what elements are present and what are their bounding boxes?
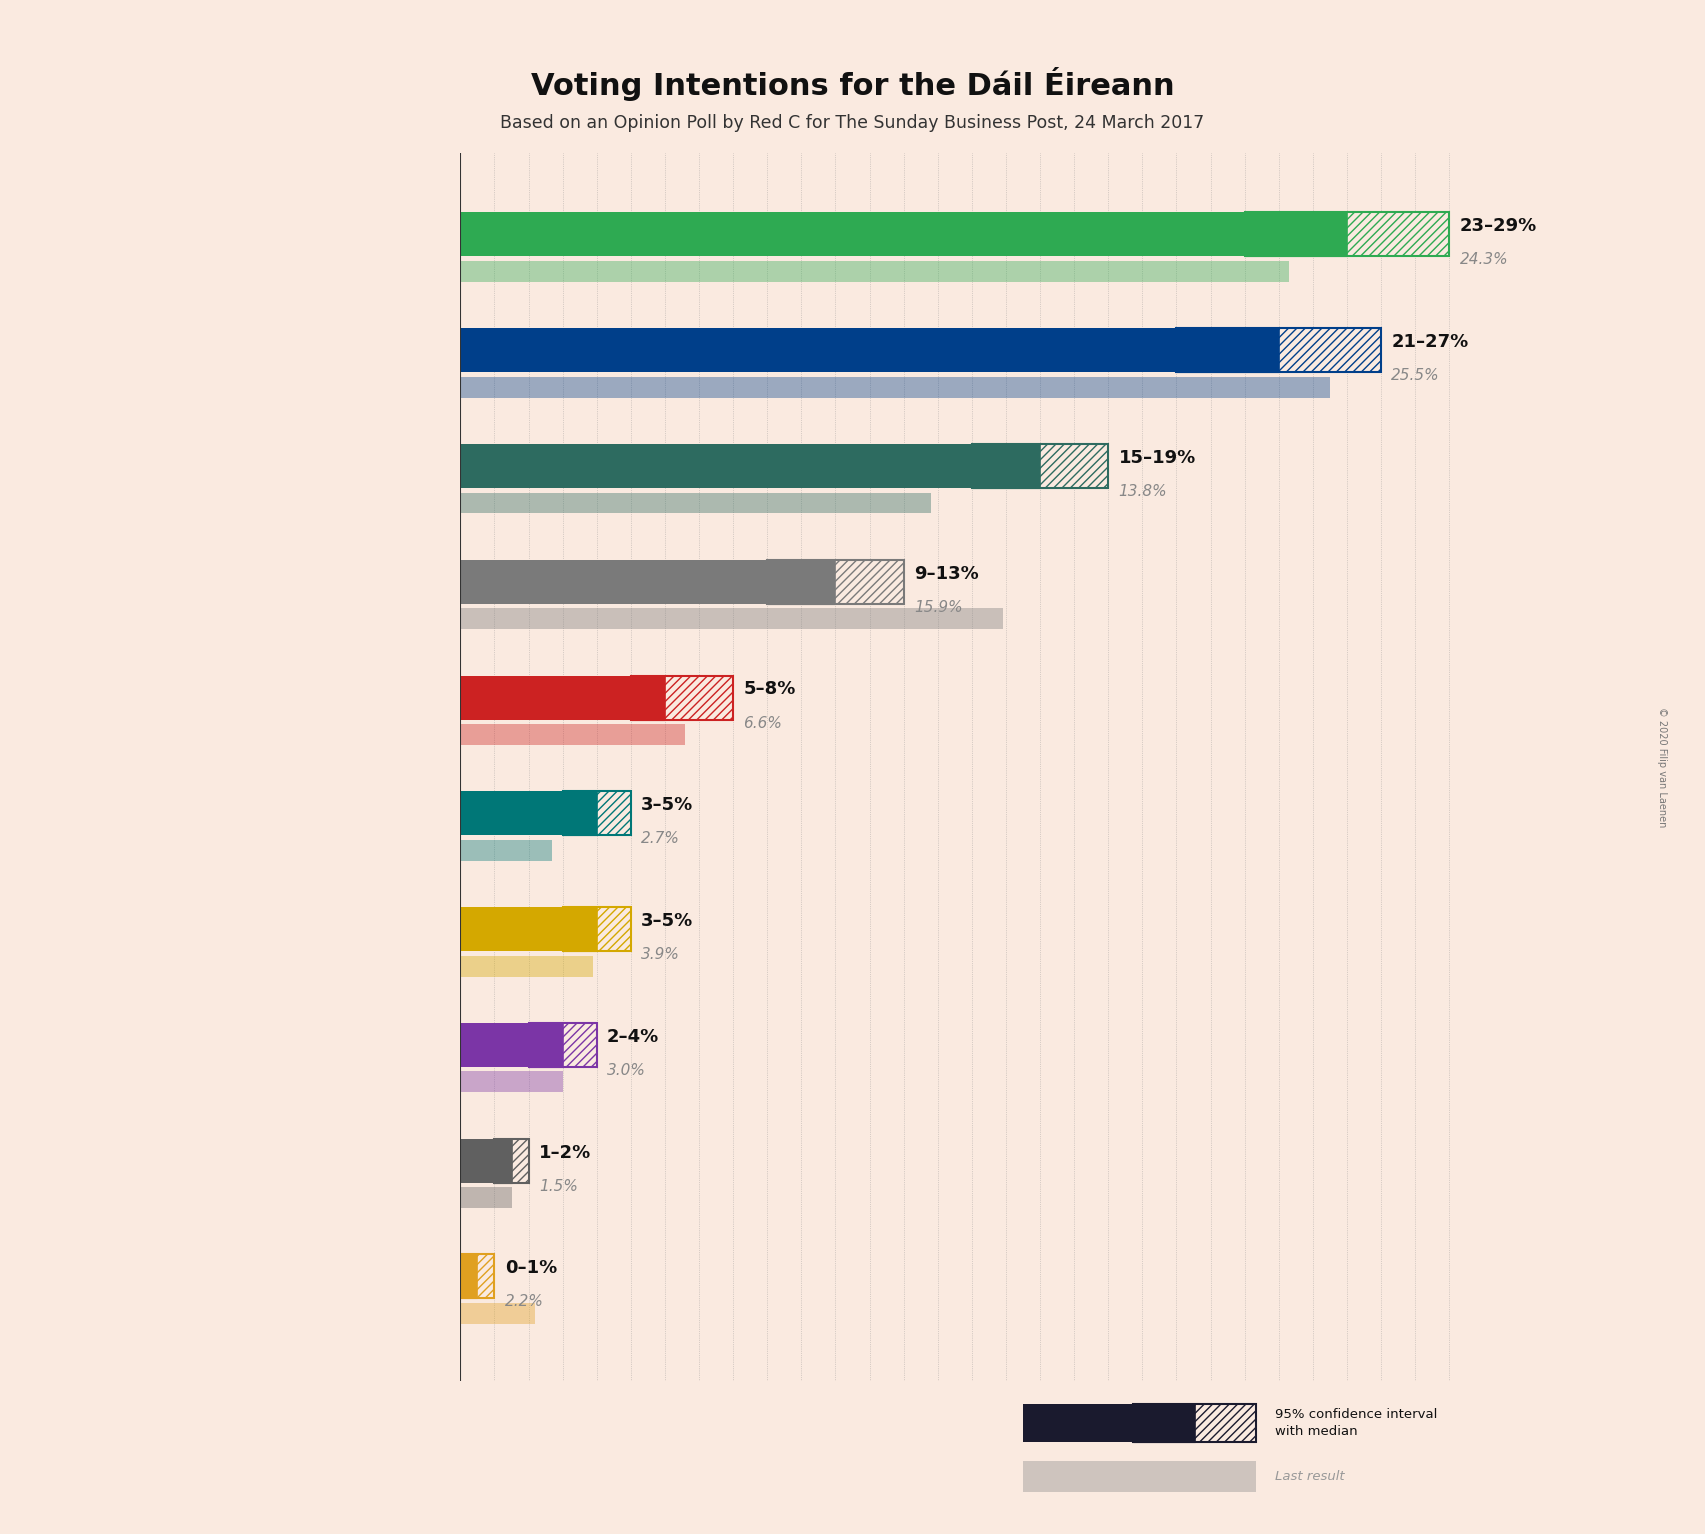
Bar xyxy=(460,212,1245,256)
Bar xyxy=(1176,328,1381,373)
Bar xyxy=(460,841,552,861)
Bar xyxy=(1176,328,1279,373)
Bar xyxy=(460,1255,477,1298)
Bar xyxy=(631,675,733,719)
Bar xyxy=(460,907,563,951)
Text: Last result: Last result xyxy=(1275,1470,1344,1483)
Bar xyxy=(972,443,1040,488)
Bar xyxy=(1195,1404,1257,1442)
Text: 3.9%: 3.9% xyxy=(641,946,680,962)
Bar xyxy=(1347,212,1449,256)
Text: 24.3%: 24.3% xyxy=(1459,253,1509,267)
Text: Voting Intentions for the Dáil Éireann: Voting Intentions for the Dáil Éireann xyxy=(530,67,1175,101)
Bar xyxy=(460,609,1003,629)
Bar xyxy=(529,1023,563,1066)
Bar xyxy=(460,724,685,746)
Bar xyxy=(563,792,597,836)
Text: 23–29%: 23–29% xyxy=(1459,218,1536,235)
Bar xyxy=(460,1071,563,1092)
Bar xyxy=(460,492,931,514)
Bar xyxy=(835,560,904,604)
Bar xyxy=(460,443,972,488)
Bar xyxy=(529,1023,597,1066)
Bar xyxy=(460,1187,512,1209)
Bar xyxy=(597,907,631,951)
Bar xyxy=(460,956,593,977)
Bar xyxy=(767,560,835,604)
Bar xyxy=(1134,1404,1195,1442)
Bar xyxy=(1245,212,1347,256)
Text: 2.2%: 2.2% xyxy=(505,1295,544,1310)
Bar xyxy=(460,792,563,836)
Text: 2–4%: 2–4% xyxy=(607,1028,660,1046)
Bar xyxy=(1023,1404,1134,1442)
Bar xyxy=(767,560,904,604)
Bar xyxy=(477,1255,494,1298)
Bar xyxy=(512,1138,529,1183)
Text: 9–13%: 9–13% xyxy=(914,565,979,583)
Bar xyxy=(1040,443,1108,488)
Bar xyxy=(597,792,631,836)
Bar xyxy=(460,1255,494,1298)
Bar xyxy=(460,377,1330,397)
Text: 1–2%: 1–2% xyxy=(539,1143,592,1161)
Bar xyxy=(460,1138,494,1183)
Bar xyxy=(460,675,631,719)
Bar xyxy=(460,1302,535,1324)
Text: 95% confidence interval
with median: 95% confidence interval with median xyxy=(1275,1408,1437,1437)
Text: © 2020 Filip van Laenen: © 2020 Filip van Laenen xyxy=(1657,707,1667,827)
Text: 5–8%: 5–8% xyxy=(743,681,796,698)
Bar xyxy=(460,261,1289,282)
Bar xyxy=(563,907,597,951)
Text: 13.8%: 13.8% xyxy=(1118,483,1168,499)
Bar xyxy=(1134,1404,1257,1442)
Bar xyxy=(665,675,733,719)
Bar xyxy=(460,560,767,604)
Bar xyxy=(460,328,1176,373)
Text: 6.6%: 6.6% xyxy=(743,715,783,730)
Bar xyxy=(972,443,1108,488)
Text: 15.9%: 15.9% xyxy=(914,600,963,615)
Bar xyxy=(1279,328,1381,373)
Bar xyxy=(563,907,631,951)
Text: 3–5%: 3–5% xyxy=(641,796,694,815)
Bar xyxy=(460,1023,529,1066)
Text: 3–5%: 3–5% xyxy=(641,913,694,930)
Bar xyxy=(631,675,665,719)
Text: 21–27%: 21–27% xyxy=(1391,333,1468,351)
Bar xyxy=(494,1138,529,1183)
Text: 1.5%: 1.5% xyxy=(539,1178,578,1193)
Text: 0–1%: 0–1% xyxy=(505,1259,558,1278)
Text: 15–19%: 15–19% xyxy=(1118,449,1195,466)
Text: Based on an Opinion Poll by Red C for The Sunday Business Post, 24 March 2017: Based on an Opinion Poll by Red C for Th… xyxy=(500,114,1205,132)
Text: 25.5%: 25.5% xyxy=(1391,368,1441,384)
Bar xyxy=(563,1023,597,1066)
Bar xyxy=(494,1138,512,1183)
Text: 2.7%: 2.7% xyxy=(641,831,680,847)
Bar xyxy=(563,792,631,836)
Bar xyxy=(1245,212,1449,256)
Bar xyxy=(1023,1460,1257,1491)
Text: 3.0%: 3.0% xyxy=(607,1063,646,1078)
